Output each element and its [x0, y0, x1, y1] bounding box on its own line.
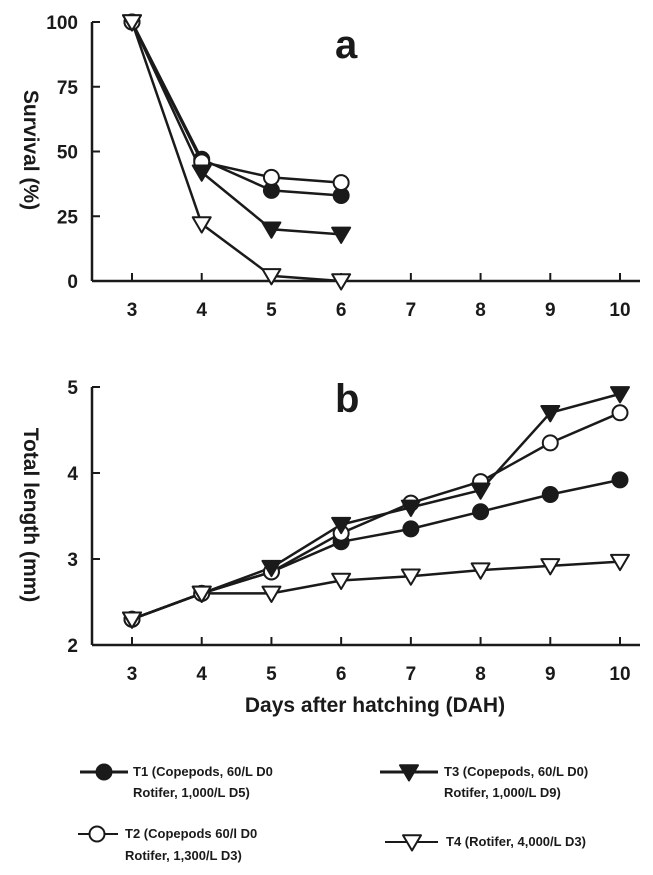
- x-tick-label-b: 10: [609, 664, 630, 685]
- data-point-t3-b: [261, 559, 282, 578]
- data-point-t3-b: [331, 516, 352, 535]
- panel-label-a: a: [335, 23, 358, 67]
- data-point-t2-b: [541, 434, 559, 452]
- y-tick-label-a: 25: [57, 207, 79, 228]
- data-point-t4-b: [191, 585, 212, 603]
- data-point-t1-b: [541, 486, 559, 503]
- legend-symbol-t4: [402, 834, 422, 852]
- legend-marker-t4: [402, 834, 422, 852]
- x-tick-label-a: 5: [266, 300, 277, 321]
- data-point-t1-b: [402, 520, 420, 538]
- legend-t4-line1: T4 (Rotifer, 4,000/L D3): [446, 834, 586, 849]
- y-tick-label-b: 5: [67, 378, 78, 399]
- legend-marker-t1: [95, 763, 113, 781]
- legend-marker-t2: [88, 825, 106, 843]
- legend-marker-t3: [399, 764, 419, 782]
- data-point-t3-a: [331, 226, 352, 244]
- data-point-t2-a: [332, 174, 350, 192]
- data-point-t4-a: [331, 273, 352, 291]
- x-tick-label-a: 6: [336, 300, 347, 321]
- data-point-t1-b: [472, 503, 490, 521]
- y-tick-label-a: 75: [57, 78, 79, 99]
- legend-t3-line2: Rotifer, 1,000/L D9): [444, 785, 561, 800]
- series-line-t4-b: [131, 560, 621, 621]
- legend-t2-line1: T2 (Copepods 60/l D0: [125, 826, 257, 841]
- legend-entry-t4: T4 (Rotifer, 4,000/L D3): [385, 834, 586, 852]
- x-tick-label-b: 6: [336, 664, 347, 685]
- data-point-t3-b: [540, 405, 561, 423]
- data-point-t4-b: [331, 572, 352, 591]
- y-tick-label-a: 100: [46, 13, 78, 34]
- data-point-t4-a: [122, 14, 142, 32]
- series-line-t4-a: [130, 21, 342, 283]
- data-point-t3-b: [470, 482, 491, 500]
- legend: T1 (Copepods, 60/L D0 Rotifer, 1,000/L D…: [78, 763, 588, 863]
- legend-symbol-t1: [95, 763, 113, 781]
- y-tick-label-b: 3: [67, 550, 78, 571]
- data-point-t4-b: [400, 568, 421, 586]
- data-point-t4-b: [470, 562, 491, 580]
- legend-entry-t3: T3 (Copepods, 60/L D0) Rotifer, 1,000/L …: [380, 764, 588, 800]
- data-point-t4-b: [122, 611, 142, 629]
- series-a: [122, 13, 352, 291]
- panel-b: 3 4 5 6 7 8 9 10 2 3 4 5 b Total length (mm) Days a…: [19, 377, 640, 717]
- series-line-t3-b: [131, 392, 621, 621]
- legend-t2-line2: Rotifer, 1,300/L D3): [125, 848, 242, 863]
- x-tick-label-b: 7: [406, 664, 417, 685]
- x-tick-label-b: 4: [196, 664, 207, 685]
- data-point-t3-b: [610, 386, 630, 404]
- y-axis-label-a: Survival (%): [19, 90, 42, 210]
- x-tick-label-b: 5: [266, 664, 277, 685]
- x-tick-label-a: 8: [475, 300, 486, 321]
- series-line-t3-a: [130, 21, 342, 236]
- data-point-t4-a: [191, 216, 212, 234]
- x-tick-label-a: 4: [196, 300, 207, 321]
- legend-symbol-t3: [399, 764, 419, 782]
- x-tick-label-a: 7: [406, 300, 417, 321]
- x-tick-label-b: 8: [475, 664, 486, 685]
- x-tick-label-b: 9: [545, 664, 556, 685]
- data-point-t2-a: [262, 168, 280, 186]
- data-point-t1-b: [611, 471, 629, 489]
- data-point-t4-b: [610, 553, 630, 572]
- legend-symbol-t2: [88, 825, 106, 843]
- legend-t1-line2: Rotifer, 1,000/L D5): [133, 785, 250, 800]
- series-b: [122, 386, 630, 629]
- data-point-t4-b: [540, 558, 561, 576]
- data-point-t3-a: [261, 221, 282, 239]
- data-point-t3-a: [191, 164, 212, 182]
- data-point-t3-b: [400, 499, 421, 517]
- legend-entry-t1: T1 (Copepods, 60/L D0 Rotifer, 1,000/L D…: [80, 763, 273, 800]
- y-tick-label-a: 0: [67, 272, 78, 293]
- x-axis-label-b: Days after hatching (DAH): [245, 694, 505, 717]
- y-tick-label-b: 2: [67, 636, 78, 657]
- legend-t1-line1: T1 (Copepods, 60/L D0: [133, 764, 273, 779]
- y-tick-label-b: 4: [67, 464, 78, 485]
- y-axis-label-b: Total length (mm): [19, 428, 42, 603]
- panel-label-b: b: [335, 377, 359, 421]
- data-point-t2-b: [611, 404, 629, 422]
- data-point-t4-b: [261, 585, 282, 603]
- x-tick-label-a: 10: [609, 300, 630, 321]
- data-point-t4-a: [261, 268, 282, 286]
- x-tick-label-a: 9: [545, 300, 556, 321]
- series-line-t2-a: [130, 21, 342, 184]
- y-tick-label-a: 50: [57, 143, 78, 164]
- legend-t3-line1: T3 (Copepods, 60/L D0): [444, 764, 588, 779]
- x-tick-label-b: 3: [127, 664, 138, 685]
- axes-b: 3 4 5 6 7 8 9 10 2 3 4 5: [67, 378, 640, 685]
- x-tick-label-a: 3: [127, 300, 138, 321]
- legend-entry-t2: T2 (Copepods 60/l D0 Rotifer, 1,300/L D3…: [78, 825, 257, 863]
